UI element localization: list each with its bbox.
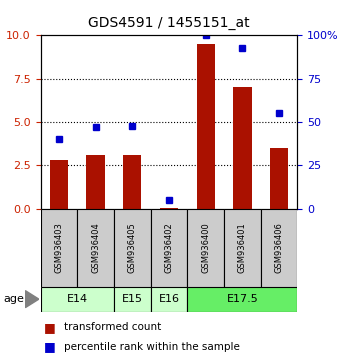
Bar (50, 160, 68, 209)
Text: percentile rank within the sample: percentile rank within the sample (64, 342, 240, 352)
Bar (270, 148, 288, 209)
Text: GSM936401: GSM936401 (238, 222, 247, 273)
Text: transformed count: transformed count (64, 322, 162, 332)
Text: ■: ■ (44, 321, 56, 334)
Bar (261, 209, 297, 287)
Text: GSM936402: GSM936402 (165, 222, 173, 273)
Text: age: age (3, 294, 24, 304)
Text: E16: E16 (159, 294, 179, 304)
Bar (187, 209, 224, 287)
Bar (114, 287, 151, 312)
Text: E15: E15 (122, 294, 143, 304)
Bar (233, 87, 251, 209)
Text: GDS4591 / 1455151_at: GDS4591 / 1455151_at (88, 16, 250, 30)
Bar (196, 44, 215, 209)
Bar (77, 209, 114, 287)
Polygon shape (25, 291, 39, 308)
Text: GSM936400: GSM936400 (201, 222, 210, 273)
Text: GSM936405: GSM936405 (128, 222, 137, 273)
Text: E14: E14 (67, 294, 88, 304)
Bar (151, 287, 187, 312)
Bar (114, 209, 151, 287)
Bar (41, 209, 77, 287)
Text: GSM936403: GSM936403 (54, 222, 64, 273)
Bar (87, 155, 105, 209)
Bar (160, 208, 178, 209)
Bar (224, 209, 261, 287)
Text: GSM936404: GSM936404 (91, 222, 100, 273)
Text: GSM936406: GSM936406 (274, 222, 284, 273)
Bar (41, 287, 114, 312)
Bar (187, 287, 297, 312)
Bar (151, 209, 187, 287)
Text: E17.5: E17.5 (226, 294, 258, 304)
Bar (123, 155, 142, 209)
Text: ■: ■ (44, 341, 56, 353)
